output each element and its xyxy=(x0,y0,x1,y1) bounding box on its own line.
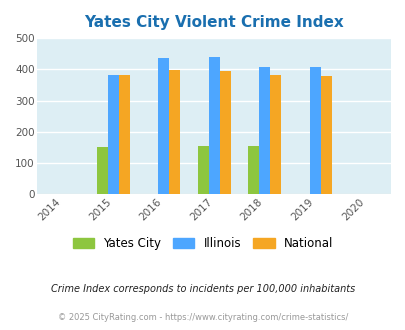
Bar xyxy=(320,76,331,194)
Bar xyxy=(197,146,208,194)
Bar xyxy=(219,71,230,194)
Bar xyxy=(169,70,180,194)
Bar xyxy=(158,58,169,194)
Bar xyxy=(258,67,270,194)
Text: © 2025 CityRating.com - https://www.cityrating.com/crime-statistics/: © 2025 CityRating.com - https://www.city… xyxy=(58,313,347,322)
Bar xyxy=(96,147,107,194)
Legend: Yates City, Illinois, National: Yates City, Illinois, National xyxy=(68,232,337,255)
Bar xyxy=(247,146,258,194)
Bar xyxy=(107,75,118,194)
Bar xyxy=(270,75,281,194)
Bar xyxy=(309,67,320,194)
Text: Crime Index corresponds to incidents per 100,000 inhabitants: Crime Index corresponds to incidents per… xyxy=(51,284,354,294)
Bar xyxy=(118,75,130,194)
Bar xyxy=(208,57,219,194)
Title: Yates City Violent Crime Index: Yates City Violent Crime Index xyxy=(84,15,343,30)
